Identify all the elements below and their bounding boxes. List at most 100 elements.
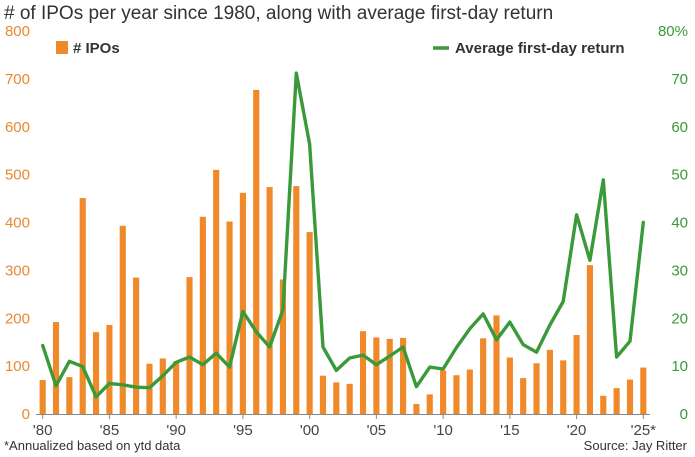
first-day-return-line xyxy=(41,71,645,399)
ipo-bar xyxy=(293,186,300,414)
return-point xyxy=(615,355,618,359)
ipo-bar xyxy=(306,232,313,414)
return-point xyxy=(588,259,592,262)
x-axis-tick-label: '15 xyxy=(500,422,520,439)
return-point xyxy=(188,355,191,359)
return-point xyxy=(268,345,271,349)
return-point xyxy=(468,327,472,330)
return-point xyxy=(548,323,552,327)
return-point xyxy=(415,385,418,388)
ipo-bar xyxy=(92,332,100,414)
ipo-bar xyxy=(373,337,380,414)
ipo-bar xyxy=(359,331,367,414)
ipo-bar xyxy=(600,395,607,414)
ipo-bar xyxy=(66,377,73,414)
return-point xyxy=(201,363,205,366)
ipo-bar xyxy=(279,279,287,414)
x-axis-tick-label: '05 xyxy=(367,422,387,439)
ipo-bar xyxy=(253,89,260,414)
ipo-bar xyxy=(226,221,233,414)
source-note: Source: Jay Ritter xyxy=(583,438,687,453)
ipo-bar xyxy=(239,192,246,414)
left-axis-tick-label: 0 xyxy=(22,406,30,423)
ipo-bar xyxy=(333,382,340,414)
return-point xyxy=(108,382,111,385)
return-point xyxy=(481,312,485,316)
ipo-bar xyxy=(506,357,513,414)
return-point xyxy=(562,300,565,303)
ipo-bar xyxy=(173,361,180,414)
return-point xyxy=(214,351,218,355)
return-point xyxy=(495,338,498,341)
right-axis-tick-label: 80% xyxy=(658,23,688,40)
return-point xyxy=(228,365,231,369)
ipo-bar xyxy=(413,403,420,414)
return-point xyxy=(455,346,458,349)
legend: # IPOs Average first-day return xyxy=(56,40,625,57)
x-axis-tick-label: '00 xyxy=(300,422,320,439)
return-line-layer xyxy=(41,71,645,399)
return-point xyxy=(41,344,44,347)
ipo-bar xyxy=(520,378,527,414)
right-axis-tick-label: 10 xyxy=(671,358,688,375)
ipo-bar xyxy=(199,216,206,414)
return-point xyxy=(94,395,98,398)
left-axis: 0 100 200 300 400 500 600 700 800 xyxy=(5,23,30,423)
right-axis-tick-label: 0 xyxy=(680,406,688,423)
return-point xyxy=(375,363,378,366)
x-axis-tick-label: '25* xyxy=(631,422,657,439)
ipo-bar xyxy=(159,358,166,414)
ipo-bar xyxy=(626,379,634,414)
left-axis-tick-label: 400 xyxy=(5,215,30,232)
right-axis-tick-label: 40 xyxy=(671,215,688,232)
return-point xyxy=(628,340,632,343)
ipo-bar xyxy=(106,324,113,414)
ipo-bar xyxy=(52,322,60,414)
right-axis-tick-label: 60 xyxy=(671,119,688,136)
chart-title: # of IPOs per year since 1980, along wit… xyxy=(4,3,554,24)
right-axis-tick-label: 50 xyxy=(671,167,688,184)
legend-label-return: Average first-day return xyxy=(455,40,625,57)
right-axis-tick-label: 20 xyxy=(671,310,688,327)
return-point xyxy=(441,367,445,371)
right-axis-tick-label: 30 xyxy=(671,262,688,279)
left-axis-tick-label: 200 xyxy=(5,310,30,327)
return-point xyxy=(174,361,178,364)
x-axis-tick-label: '95 xyxy=(233,422,253,439)
ipo-bar xyxy=(440,370,447,414)
return-point xyxy=(121,383,124,386)
x-axis-tick-label: '20 xyxy=(567,422,587,439)
return-point xyxy=(642,221,645,224)
return-point xyxy=(134,385,138,389)
ipo-bar xyxy=(560,360,567,414)
return-point xyxy=(535,351,538,354)
return-point xyxy=(241,310,245,313)
left-axis-tick-label: 100 xyxy=(5,358,30,375)
ipo-bar xyxy=(319,375,327,414)
ipo-bar xyxy=(480,338,487,414)
return-point xyxy=(321,345,325,349)
ipo-bar xyxy=(186,277,193,414)
return-point xyxy=(401,345,405,349)
x-axis-tick-label: '85 xyxy=(100,422,120,439)
ipo-bar xyxy=(39,380,46,414)
return-point xyxy=(295,71,298,75)
ipo-bar xyxy=(119,225,126,414)
return-point xyxy=(308,142,311,146)
ipo-bar xyxy=(640,367,647,414)
ipo-bar xyxy=(79,198,86,414)
legend-swatch-ipos xyxy=(56,41,68,54)
ipo-bar xyxy=(266,187,273,414)
ipo-bar xyxy=(613,388,620,414)
return-point xyxy=(575,213,578,217)
ipo-bar xyxy=(399,337,407,414)
return-point xyxy=(602,178,605,182)
x-axis-tick-label: '80 xyxy=(33,422,53,439)
ipo-bar xyxy=(213,169,220,414)
right-axis: 0 10 20 30 40 50 60 70 80% xyxy=(658,23,688,423)
return-point xyxy=(54,384,58,387)
legend-label-ipos: # IPOs xyxy=(73,40,120,57)
return-point xyxy=(428,365,431,369)
return-point xyxy=(388,354,391,358)
